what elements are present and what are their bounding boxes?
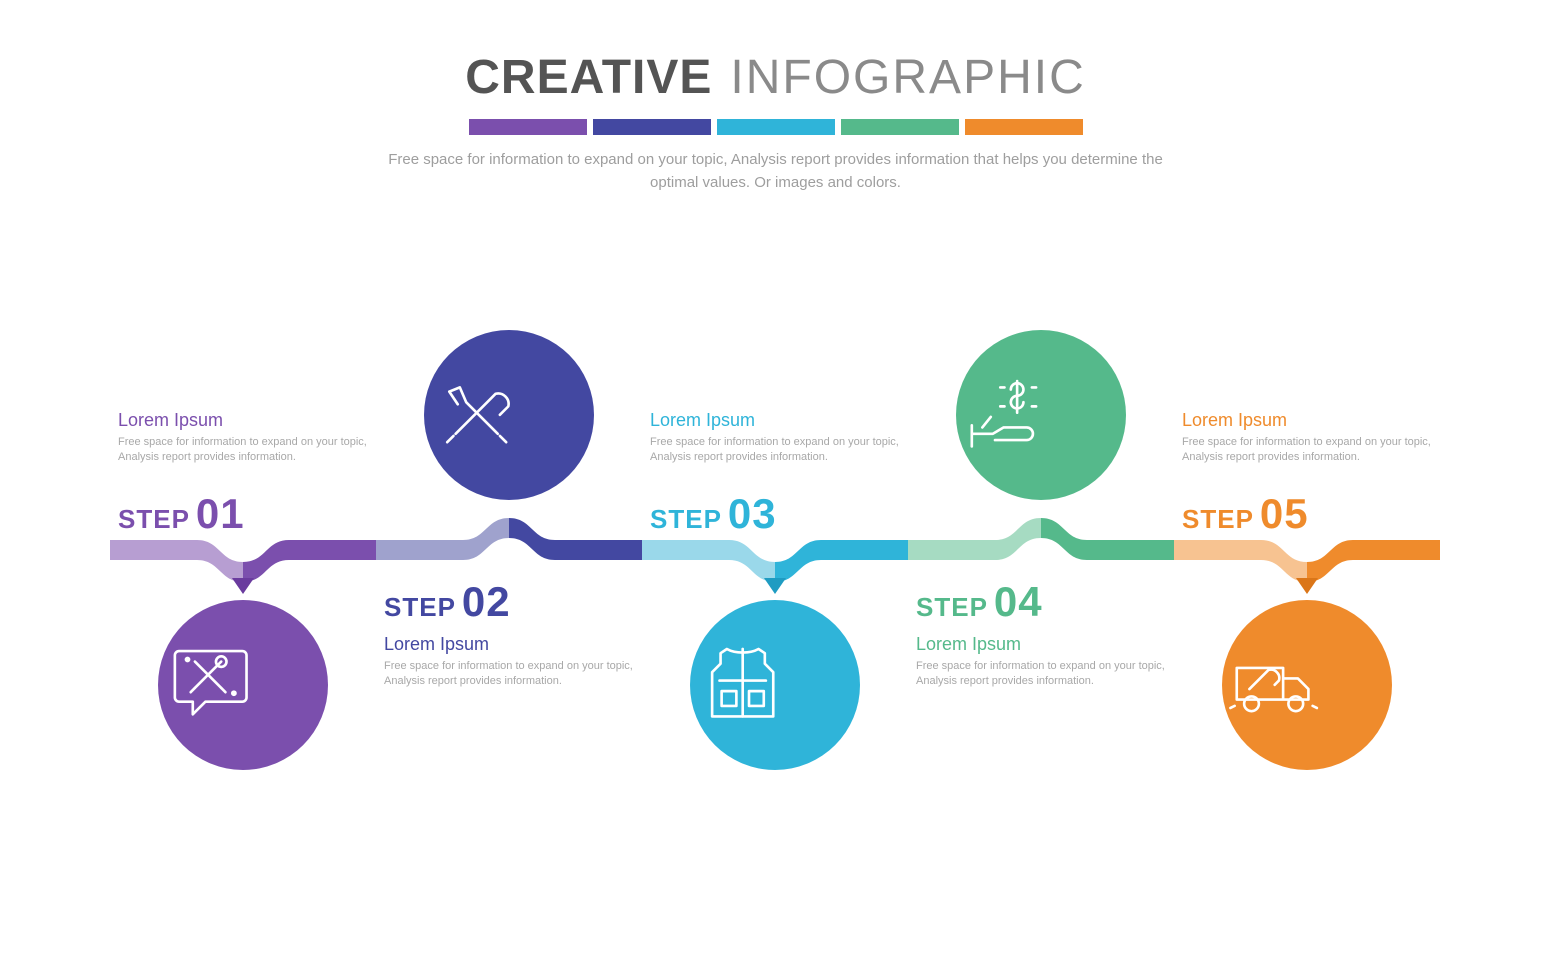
hand-dollar-icon	[956, 360, 1126, 470]
arrow-down-icon	[1296, 578, 1318, 601]
step-word: STEP	[118, 504, 190, 535]
step-label-5: STEP05	[1182, 490, 1309, 538]
step-circle-3	[690, 600, 860, 770]
timeline-segment-4	[908, 540, 1174, 560]
step-number: 05	[1260, 490, 1309, 538]
step-number: 01	[196, 490, 245, 538]
title-bold: CREATIVE	[465, 50, 712, 105]
title-row: CREATIVE INFOGRAPHIC	[0, 50, 1551, 105]
step-desc: Free space for information to expand on …	[1182, 435, 1432, 466]
step-desc: Free space for information to expand on …	[650, 435, 900, 466]
step-circle-4	[956, 330, 1126, 500]
step-text-1: Lorem Ipsum Free space for information to…	[118, 410, 368, 466]
step-text-5: Lorem Ipsum Free space for information to…	[1182, 410, 1432, 466]
step-number: 02	[462, 578, 511, 626]
step-label-4: STEP04	[916, 578, 1043, 626]
color-swatch-5	[965, 119, 1083, 135]
color-swatch-2	[593, 119, 711, 135]
step-word: STEP	[1182, 504, 1254, 535]
arrow-up-icon	[498, 504, 520, 527]
arrow-down-icon	[232, 578, 254, 601]
timeline-segment-3	[642, 540, 908, 560]
timeline-segment-5	[1174, 540, 1440, 560]
step-heading: Lorem Ipsum	[118, 410, 368, 431]
color-swatch-4	[841, 119, 959, 135]
vest-icon	[690, 630, 860, 740]
arrow-down-icon	[764, 578, 786, 601]
step-word: STEP	[384, 592, 456, 623]
color-swatch-3	[717, 119, 835, 135]
hammer-wrench-icon	[424, 360, 594, 470]
step-number: 03	[728, 490, 777, 538]
step-text-2: Lorem Ipsum Free space for information to…	[384, 634, 634, 690]
color-swatch-1	[469, 119, 587, 135]
step-heading: Lorem Ipsum	[1182, 410, 1432, 431]
step-text-4: Lorem Ipsum Free space for information to…	[916, 634, 1166, 690]
step-label-2: STEP02	[384, 578, 511, 626]
subtitle: Free space for information to expand on …	[366, 149, 1186, 194]
step-heading: Lorem Ipsum	[650, 410, 900, 431]
step-label-3: STEP03	[650, 490, 777, 538]
step-desc: Free space for information to expand on …	[118, 435, 368, 466]
chat-tools-icon	[158, 630, 328, 740]
step-label-1: STEP01	[118, 490, 245, 538]
step-desc: Free space for information to expand on …	[916, 659, 1166, 690]
step-heading: Lorem Ipsum	[916, 634, 1166, 655]
truck-wrench-icon	[1222, 630, 1392, 740]
step-text-3: Lorem Ipsum Free space for information to…	[650, 410, 900, 466]
color-bar	[0, 119, 1551, 135]
step-word: STEP	[650, 504, 722, 535]
arrow-up-icon	[1030, 504, 1052, 527]
header: CREATIVE INFOGRAPHIC Free space for info…	[0, 0, 1551, 194]
timeline-segment-1	[110, 540, 376, 560]
step-circle-1	[158, 600, 328, 770]
step-number: 04	[994, 578, 1043, 626]
step-circle-2	[424, 330, 594, 500]
timeline-segment-2	[376, 540, 642, 560]
title-light: INFOGRAPHIC	[730, 50, 1085, 105]
step-word: STEP	[916, 592, 988, 623]
step-heading: Lorem Ipsum	[384, 634, 634, 655]
step-desc: Free space for information to expand on …	[384, 659, 634, 690]
step-circle-5	[1222, 600, 1392, 770]
